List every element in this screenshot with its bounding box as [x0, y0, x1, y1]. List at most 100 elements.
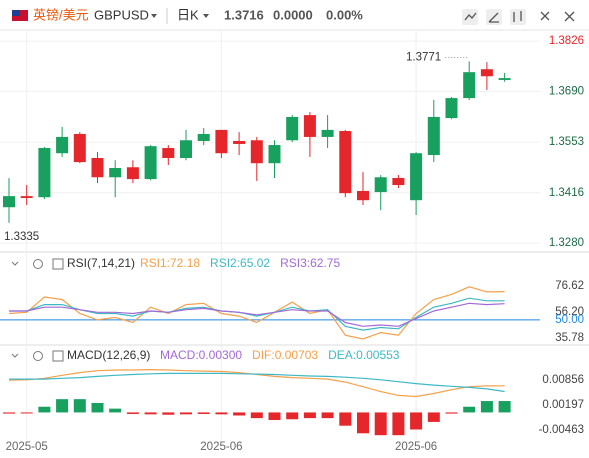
candle-body	[73, 133, 86, 163]
y-tick-label: 0.00197	[542, 399, 584, 411]
macd-bar	[498, 401, 511, 413]
candle-body	[303, 115, 316, 137]
legend-entry: DIF:0.00703	[252, 348, 318, 362]
candle-body	[427, 116, 440, 156]
indicator-button[interactable]	[462, 9, 478, 25]
y-tick-label: 1.3416	[549, 187, 584, 199]
macd-bar	[20, 412, 33, 414]
close-icon[interactable]	[564, 11, 575, 22]
macd-bar	[233, 412, 246, 416]
macd-bar	[445, 412, 458, 414]
candle-body	[3, 196, 15, 208]
high-label: 1.3771	[406, 51, 441, 63]
macd-bar	[38, 406, 51, 413]
macd-bar	[463, 406, 476, 413]
macd-bar	[357, 412, 369, 434]
indicator-icon[interactable]	[464, 12, 477, 21]
macd-bar	[3, 412, 15, 414]
macd-bar	[286, 412, 299, 420]
low-label: 1.3335	[4, 231, 39, 243]
type-button[interactable]	[510, 9, 526, 25]
candle-body	[463, 72, 476, 99]
candle-body	[392, 178, 405, 186]
y-tick-label: 35.78	[555, 332, 584, 344]
macd-bar	[56, 399, 69, 413]
y-tick-label: 0.00856	[542, 374, 584, 386]
candle-body	[56, 136, 69, 154]
y-tick-label: 1.3826	[549, 35, 584, 47]
rsi-title: RSI(7,14,21)	[67, 256, 135, 270]
candle-body	[339, 131, 352, 194]
symbol-cn[interactable]: 英镑/美元	[33, 7, 89, 22]
symbol[interactable]: GBPUSD	[94, 7, 149, 22]
dropdown-icon[interactable]	[151, 14, 157, 18]
candle-body	[197, 133, 210, 141]
macd-title: MACD(12,26,9)	[67, 348, 150, 362]
macd-bar	[480, 401, 493, 413]
candle-body	[250, 140, 263, 164]
collapse-icon[interactable]	[11, 261, 19, 358]
candle-body	[357, 190, 369, 201]
macd-bar	[268, 412, 281, 421]
macd-bar	[197, 412, 210, 414]
macd-bar	[73, 399, 86, 413]
y-tick-label: -0.00463	[539, 424, 584, 436]
candle-body	[445, 98, 458, 119]
toggle-icon[interactable]	[52, 350, 64, 362]
legend-entry: MACD:0.00300	[160, 348, 242, 362]
macd-bar	[339, 412, 352, 426]
change: 0.0000	[273, 7, 313, 22]
macd-bar	[374, 412, 387, 436]
y-tick-label: 1.3553	[549, 136, 584, 148]
settings-icon[interactable]	[33, 259, 43, 269]
macd-bar	[144, 412, 157, 415]
candle-body	[109, 168, 122, 178]
macd-bar	[162, 412, 175, 415]
candle-body	[215, 129, 228, 154]
x-tick-label: 2025-05	[6, 441, 48, 453]
candle-body	[374, 177, 387, 193]
macd-line	[9, 372, 505, 393]
y-tick-label: 1.3690	[549, 85, 584, 97]
legend-entry: RSI1:72.18	[140, 256, 200, 270]
x-tick-label: 2025-06	[395, 441, 437, 453]
candle-body	[286, 116, 299, 141]
draw-icon[interactable]	[488, 12, 499, 23]
candle-body	[20, 196, 33, 198]
type-icon[interactable]	[513, 11, 522, 22]
toggle-icon[interactable]	[52, 258, 64, 270]
macd-bar	[109, 408, 122, 413]
y-tick-label: 76.62	[555, 280, 584, 292]
macd-bar	[303, 412, 316, 419]
macd-bar	[410, 412, 423, 430]
dropdown-icon[interactable]	[203, 14, 209, 18]
candle-body	[480, 69, 493, 77]
settings-icon[interactable]	[33, 351, 43, 361]
candle-body	[321, 129, 334, 137]
candle-body	[498, 78, 511, 80]
candle-body	[91, 158, 104, 178]
rsi-line	[8, 286, 505, 340]
y-tick-label: 56.20	[555, 306, 584, 318]
candle-body	[126, 167, 139, 180]
candle-body	[144, 146, 157, 180]
candle-body	[233, 141, 246, 144]
change-pct: 0.00%	[326, 7, 363, 22]
macd-bar	[215, 412, 228, 415]
legend-entry: RSI2:65.02	[210, 256, 270, 270]
candle-body	[180, 140, 192, 159]
y-tick-label: 1.3280	[549, 237, 584, 249]
macd-bar	[250, 412, 263, 419]
flag-icon	[12, 10, 20, 16]
period[interactable]: 日K	[177, 7, 199, 22]
macd-bar	[321, 412, 334, 419]
macd-bar	[180, 412, 192, 415]
macd-bar	[392, 412, 405, 436]
fullscreen-icon[interactable]	[540, 11, 550, 21]
legend-entry: DEA:0.00553	[328, 348, 400, 362]
candle-body	[38, 148, 51, 198]
candle-body	[268, 145, 281, 164]
macd-bar	[91, 402, 104, 413]
